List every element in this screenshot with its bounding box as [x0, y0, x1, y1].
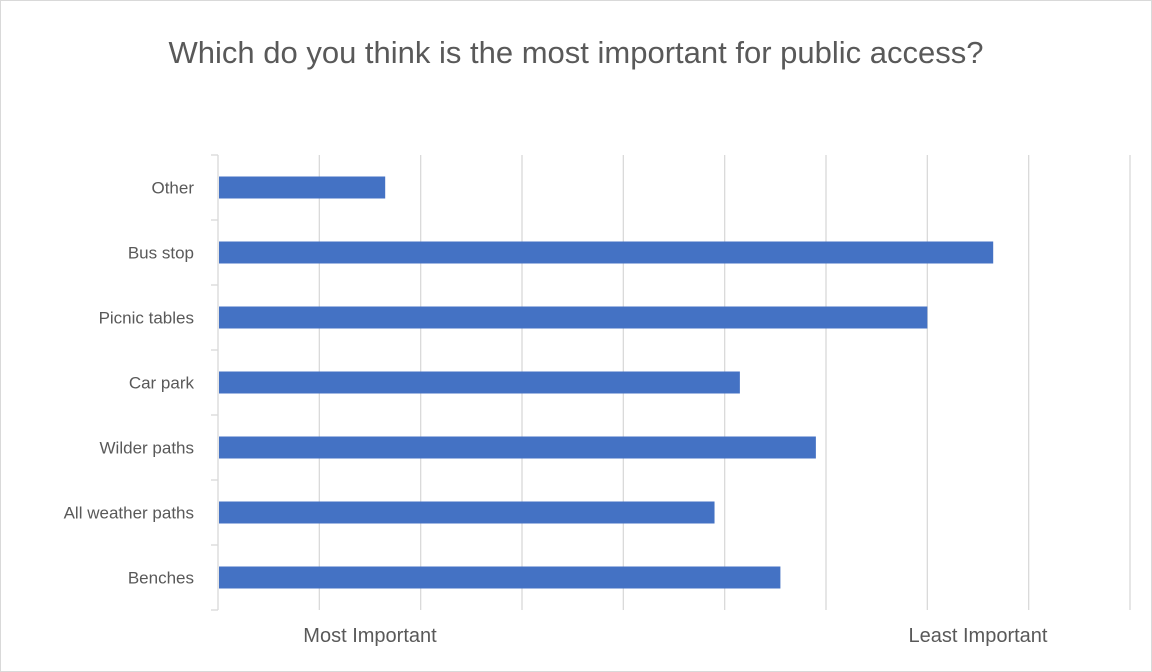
chart-title-text: Which do you think is the most important… — [168, 35, 984, 70]
bar-picnic-tables — [219, 306, 928, 329]
value-axis-label: Least Important — [909, 625, 1048, 647]
category-label: All weather paths — [64, 504, 194, 523]
bar-other — [219, 176, 386, 199]
category-label: Bus stop — [128, 244, 194, 263]
bar-bus-stop — [219, 241, 994, 264]
category-label: Picnic tables — [99, 309, 194, 328]
category-label: Wilder paths — [100, 439, 194, 458]
value-axis-label: Most Important — [303, 625, 437, 647]
bar-car-park — [219, 371, 740, 394]
category-label: Other — [151, 179, 194, 198]
bar-wilder-paths — [219, 436, 816, 459]
category-label: Car park — [129, 374, 195, 393]
category-label: Benches — [128, 569, 194, 588]
bar-benches — [219, 566, 781, 589]
bar-all-weather-paths — [219, 501, 715, 524]
chart-title: Which do you think is the most important… — [0, 32, 1152, 74]
